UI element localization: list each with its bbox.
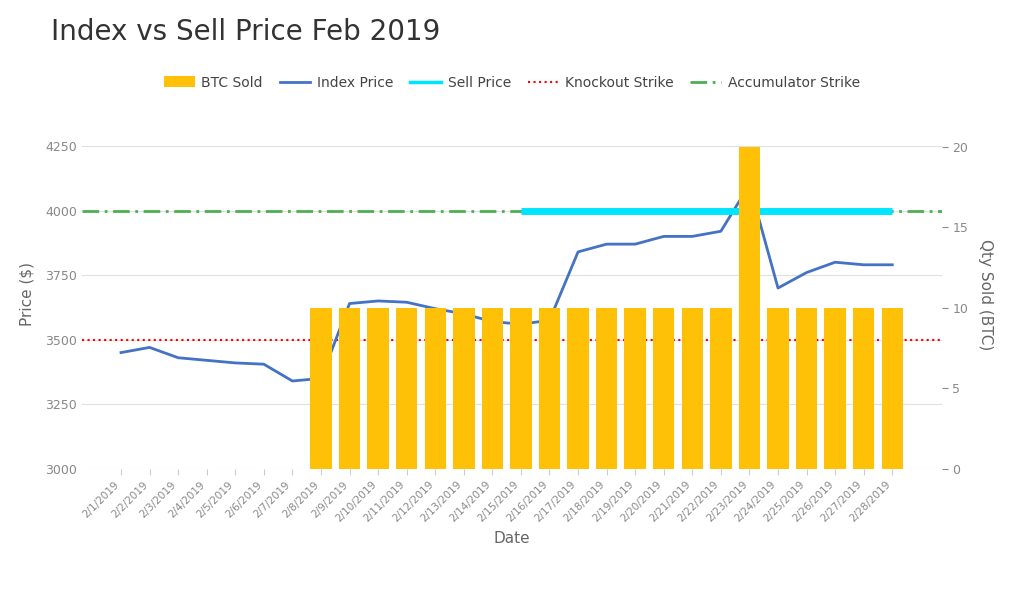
Bar: [625, 308, 646, 469]
Bar: [653, 308, 675, 469]
Bar: [510, 308, 531, 469]
Bar: [596, 308, 617, 469]
Bar: [425, 308, 445, 469]
Bar: [767, 308, 788, 469]
Bar: [481, 308, 503, 469]
Y-axis label: Price ($): Price ($): [19, 263, 34, 326]
Bar: [339, 308, 360, 469]
Bar: [711, 308, 731, 469]
Text: Index vs Sell Price Feb 2019: Index vs Sell Price Feb 2019: [51, 18, 440, 46]
Bar: [738, 147, 760, 469]
Bar: [824, 308, 846, 469]
Bar: [539, 308, 560, 469]
Bar: [453, 308, 474, 469]
Y-axis label: Qty Sold (BTC): Qty Sold (BTC): [978, 239, 993, 350]
Bar: [396, 308, 418, 469]
Bar: [882, 308, 903, 469]
Legend: BTC Sold, Index Price, Sell Price, Knockout Strike, Accumulator Strike: BTC Sold, Index Price, Sell Price, Knock…: [159, 70, 865, 95]
Bar: [567, 308, 589, 469]
Bar: [853, 308, 874, 469]
Bar: [368, 308, 389, 469]
Bar: [310, 308, 332, 469]
Bar: [796, 308, 817, 469]
Bar: [682, 308, 703, 469]
X-axis label: Date: Date: [494, 531, 530, 546]
